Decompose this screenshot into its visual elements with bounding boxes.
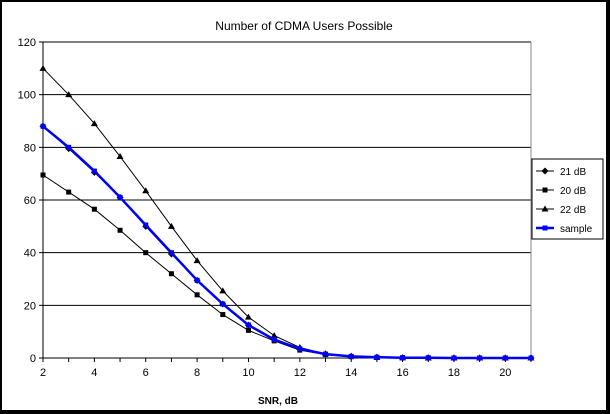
x-tick-label: 20 [499, 367, 511, 379]
data-point [271, 337, 277, 343]
legend-label: 20 dB [560, 186, 586, 197]
x-tick-label: 2 [40, 367, 46, 379]
data-point [244, 313, 252, 320]
data-point [541, 205, 549, 212]
series-layer [39, 64, 535, 362]
data-point [168, 250, 174, 256]
data-point [66, 189, 72, 195]
y-tick-label: 0 [30, 353, 36, 365]
x-tick-label: 6 [143, 367, 149, 379]
legend-label: 21 dB [560, 167, 586, 178]
data-point [91, 168, 97, 174]
axes: 0 20 40 60 80 100 120 2 4 6 8 10 12 14 16 18 20 [18, 37, 532, 379]
data-point [425, 355, 431, 361]
data-point [142, 187, 150, 194]
grid [43, 41, 531, 306]
x-tick-label: 12 [294, 367, 306, 379]
data-point [194, 292, 200, 298]
data-point [66, 144, 72, 150]
data-point [194, 277, 200, 283]
data-point [323, 351, 329, 357]
y-tick-label: 20 [24, 300, 36, 312]
data-point [542, 187, 548, 193]
data-point [91, 206, 97, 212]
data-point [167, 222, 175, 229]
data-point [65, 91, 73, 98]
x-tick-label: 18 [448, 367, 460, 379]
data-point [451, 355, 457, 361]
y-tick-label: 80 [24, 142, 36, 154]
y-tick-label: 60 [24, 195, 36, 207]
chart-title: Number of CDMA Users Possible [215, 19, 393, 33]
legend-item: 21 dB [536, 167, 586, 178]
legend: 21 dB 20 dB 22 dB sample [531, 158, 604, 240]
data-point [541, 167, 549, 175]
data-point [168, 271, 174, 277]
legend-label: 22 dB [560, 205, 586, 216]
data-point [39, 64, 47, 71]
legend-label: sample [560, 224, 593, 235]
data-point [193, 257, 201, 264]
data-point [270, 332, 278, 339]
data-point [116, 153, 124, 160]
data-point [528, 355, 534, 361]
data-point [90, 120, 98, 127]
legend-item: 20 dB [536, 186, 586, 197]
data-point [477, 355, 483, 361]
data-point [219, 287, 227, 294]
data-point [220, 312, 226, 318]
data-point [348, 353, 354, 359]
y-tick-label: 40 [24, 248, 36, 260]
legend-item: 22 dB [536, 205, 586, 216]
y-tick-label: 100 [18, 90, 36, 102]
x-axis-label: SNR, dB [258, 396, 298, 407]
x-tick-label: 8 [194, 367, 200, 379]
x-tick-label: 10 [242, 367, 254, 379]
data-point [117, 194, 123, 200]
data-point [374, 354, 380, 360]
x-tick-label: 16 [396, 367, 408, 379]
legend-item: sample [536, 224, 593, 235]
data-point [40, 123, 46, 129]
y-tick-label: 120 [18, 37, 36, 49]
data-point [400, 355, 406, 361]
data-point [220, 301, 226, 307]
series-line [42, 125, 531, 360]
data-point [40, 172, 46, 178]
data-point [117, 227, 123, 233]
data-point [502, 355, 508, 361]
data-point [143, 250, 149, 256]
data-point [143, 222, 149, 228]
data-point [542, 225, 548, 231]
data-point [297, 346, 303, 352]
chart: Number of CDMA Users Possible 0 20 40 60 80 1… [18, 19, 604, 407]
x-tick-label: 14 [345, 367, 357, 379]
series-sample [40, 123, 534, 361]
data-point [245, 327, 251, 333]
x-tick-label: 4 [91, 367, 97, 379]
data-point [245, 322, 251, 328]
chart-frame: Number of CDMA Users Possible 0 20 40 60 80 1… [2, 2, 606, 410]
